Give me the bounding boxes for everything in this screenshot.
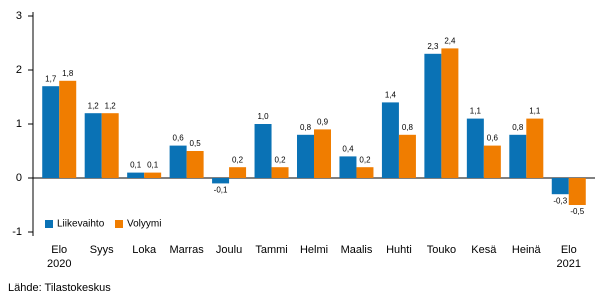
x-tick-label: Loka	[132, 244, 157, 256]
x-tick-label: Syys	[90, 244, 114, 256]
value-label: 0,8	[402, 123, 414, 132]
bar	[254, 124, 272, 178]
x-tick-label: Elo 2021	[557, 244, 581, 270]
x-tick-label: Helmi	[300, 244, 328, 256]
value-label: 0,1	[147, 161, 159, 170]
y-tick-label: 0	[16, 172, 22, 184]
y-tick-label: 2	[16, 64, 22, 76]
value-label: 2,4	[444, 37, 456, 46]
bar	[101, 113, 119, 178]
bar	[551, 178, 569, 195]
value-label: 0,5	[190, 139, 202, 148]
value-label: 0,1	[130, 161, 142, 170]
value-label: 0,2	[274, 155, 286, 164]
value-label: 0,2	[232, 155, 244, 164]
value-label: 1,0	[257, 112, 269, 121]
value-label: 0,6	[487, 134, 499, 143]
value-label: 1,2	[105, 101, 117, 110]
bar	[339, 156, 357, 178]
bar	[526, 118, 544, 178]
value-label: 1,2	[88, 101, 100, 110]
y-tick-label: 3	[16, 10, 22, 22]
y-tick-label: 1	[16, 118, 22, 130]
bar	[59, 80, 77, 178]
legend-swatch	[115, 220, 123, 228]
source: Lähde: Tilastokeskus	[8, 282, 111, 294]
bar	[212, 178, 230, 184]
value-label: 1,7	[45, 74, 57, 83]
bar	[186, 151, 204, 178]
bar	[381, 102, 399, 178]
value-label: -0,1	[214, 186, 228, 195]
x-tick-label: Huhti	[386, 244, 412, 256]
x-tick-label: Joulu	[216, 244, 242, 256]
bar	[568, 178, 586, 205]
bar	[398, 134, 416, 178]
bar	[169, 145, 187, 178]
value-label: 0,6	[173, 134, 185, 143]
bar	[127, 172, 145, 178]
x-tick-label: Kesä	[471, 244, 497, 256]
value-label: 0,4	[342, 145, 354, 154]
value-label: 0,8	[300, 123, 312, 132]
bar	[297, 134, 314, 178]
value-label: 1,1	[529, 107, 541, 116]
x-tick-label: Tammi	[255, 244, 287, 256]
bar	[84, 113, 102, 178]
legend-label: Volyymi	[127, 219, 161, 230]
bar	[271, 167, 289, 178]
value-label: -0,3	[553, 196, 567, 205]
x-tick-label: Elo 2020	[47, 244, 71, 270]
value-label: 1,4	[385, 91, 397, 100]
bar	[466, 118, 484, 178]
bar	[509, 134, 527, 178]
bar	[483, 145, 501, 178]
bar	[356, 167, 374, 178]
value-label: 0,9	[317, 118, 329, 127]
bar	[229, 167, 247, 178]
bar	[441, 48, 459, 179]
x-tick-label: Touko	[427, 244, 456, 256]
bar	[424, 53, 442, 178]
legend-swatch	[45, 220, 53, 228]
x-tick-label: Maalis	[341, 244, 373, 256]
value-label: 0,8	[512, 123, 524, 132]
bar	[144, 172, 162, 178]
value-label: -0,5	[570, 207, 584, 216]
y-tick-label: -1	[12, 226, 22, 238]
x-tick-label: Heinä	[512, 244, 542, 256]
x-tick-label: Marras	[169, 244, 204, 256]
value-label: 0,2	[359, 155, 371, 164]
value-label: 1,1	[470, 107, 482, 116]
legend-label: Liikevaihto	[57, 219, 105, 230]
value-label: 1,8	[62, 69, 74, 78]
value-label: 2,3	[427, 42, 439, 51]
bar	[314, 129, 331, 178]
bar	[42, 86, 60, 178]
